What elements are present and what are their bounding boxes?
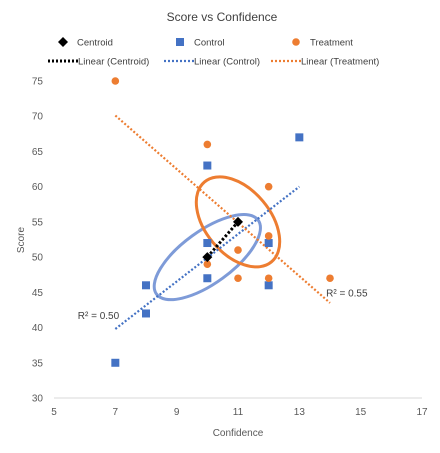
control-point (264, 281, 273, 290)
control-point (203, 239, 212, 248)
x-tick-label: 11 (233, 407, 244, 418)
control-point (264, 239, 273, 248)
legend-marker (58, 37, 68, 47)
centroid-point (233, 216, 243, 227)
legend-label: Linear (Control) (194, 57, 260, 68)
centroid-point (202, 252, 213, 263)
y-tick-label: 60 (32, 182, 44, 193)
legend-label: Control (194, 38, 225, 49)
trendline (206, 220, 240, 259)
treatment-point (326, 274, 334, 283)
legend-label: Linear (Treatment) (301, 57, 379, 68)
y-tick-label: 65 (32, 147, 44, 158)
y-tick-label: 50 (32, 253, 44, 264)
legend-label: Treatment (310, 38, 353, 49)
control-point (203, 274, 212, 283)
y-tick-label: 55 (32, 217, 44, 228)
treatment-point (264, 182, 273, 191)
y-tick-label: 70 (32, 112, 44, 123)
y-axis-title: Score (16, 227, 27, 254)
x-tick-label: 13 (294, 407, 306, 418)
legend-marker (176, 38, 184, 46)
control-point (111, 358, 120, 367)
control-point (295, 133, 304, 142)
x-tick-label: 15 (355, 407, 367, 418)
x-tick-label: 5 (51, 407, 57, 418)
legend-label: Linear (Centroid) (78, 57, 149, 68)
y-tick-label: 45 (32, 288, 44, 299)
treatment-point (264, 274, 273, 283)
treatment-point (111, 77, 120, 85)
y-tick-label: 75 (32, 77, 44, 88)
control-point (142, 281, 150, 290)
plot-area: 5 7 9 11 13 15 17 30 35 40 45 50 55 60 65 70 75 R² = 0.50… (32, 77, 428, 419)
control-ellipse (152, 213, 262, 302)
x-tick-label: 7 (113, 407, 119, 418)
treatment-point (234, 246, 242, 254)
treatment-point (234, 274, 242, 283)
y-tick-label: 40 (32, 323, 44, 334)
treatment-point (203, 260, 212, 268)
r-squared-label: R² = 0.50 (78, 311, 120, 322)
legend: Centroid Control Treatment Linear (Centroid… (48, 37, 379, 68)
treatment-ellipse (194, 175, 282, 269)
x-tick-label: 17 (416, 407, 428, 418)
treatment-point (264, 232, 273, 240)
y-tick-label: 30 (32, 394, 44, 405)
x-tick-label: 9 (174, 407, 180, 418)
trendline (114, 114, 331, 304)
chart-title: Score vs Confidence (167, 10, 278, 24)
legend-marker (292, 38, 300, 46)
legend-label: Centroid (77, 38, 113, 49)
y-tick-label: 35 (32, 358, 44, 369)
x-axis-title: Confidence (213, 428, 264, 439)
control-point (142, 309, 150, 318)
r-squared-label: R² = 0.55 (326, 289, 368, 300)
treatment-point (203, 140, 212, 149)
control-point (203, 161, 212, 170)
